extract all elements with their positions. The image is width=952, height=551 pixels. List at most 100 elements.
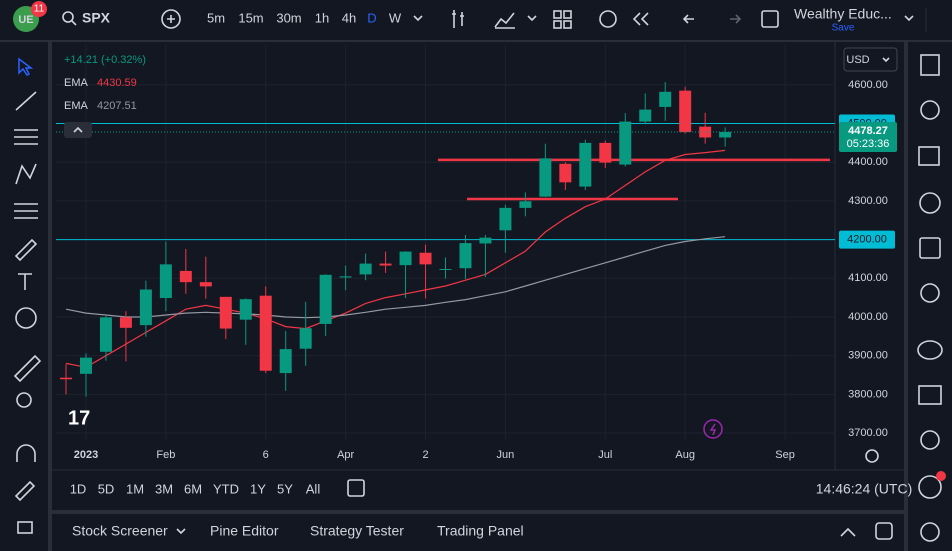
panel-tab[interactable]: Trading Panel [437,523,524,539]
events-marker [709,423,717,436]
price-tag-label: 4200.00 [847,234,887,246]
candle-body [599,142,612,163]
indicators-dropdown[interactable] [527,15,537,22]
search-icon[interactable] [62,11,74,23]
interval[interactable]: 30m [276,10,301,25]
candle-body [679,90,692,133]
candle-body [459,243,472,269]
panel-tab[interactable]: Stock Screener [72,523,168,539]
zoom-tool[interactable] [16,392,32,408]
maximize-panel[interactable] [840,527,856,537]
settings[interactable] [865,449,879,463]
pattern-tool[interactable] [15,163,37,185]
candle-body [699,126,712,138]
x-tick-label: Apr [337,449,354,461]
interval[interactable]: 1h [315,10,329,25]
restore-panel[interactable] [875,522,893,540]
candle-body [419,252,432,265]
date-range[interactable] [347,479,365,497]
interval[interactable]: D [367,10,376,25]
chats[interactable] [917,340,943,360]
y-tick-label: 3700.00 [848,427,888,439]
symbol[interactable]: SPX [82,10,111,26]
add-symbol[interactable] [161,9,181,29]
chart-type[interactable] [452,10,464,28]
hotlists[interactable] [919,192,941,214]
layout[interactable] [761,10,779,28]
range-button[interactable]: 1M [126,481,144,496]
candle-body [199,282,212,287]
measure-tool[interactable] [13,354,42,383]
ema-line [65,149,726,368]
text-tool[interactable] [18,273,32,290]
templates [553,20,562,29]
currency[interactable]: USD [846,54,869,66]
interval[interactable]: 4h [342,10,356,25]
trend-line-tool[interactable] [15,91,37,111]
interval[interactable]: 15m [238,10,263,25]
candle-body [579,142,592,187]
prediction-tool[interactable] [14,203,38,219]
candle-body [639,109,652,122]
layout-dropdown[interactable] [904,15,914,22]
range-button[interactable]: 1Y [250,481,266,496]
templates[interactable] [553,10,562,19]
draw-mode[interactable] [14,480,36,502]
news[interactable] [918,146,940,166]
currency-box[interactable] [843,47,898,72]
range-button[interactable]: All [306,481,321,496]
alerts[interactable] [920,100,940,120]
redo[interactable] [730,14,742,24]
candle-body [359,263,372,275]
layout-name[interactable]: Wealthy Educ... [794,6,892,22]
range-button[interactable]: 6M [184,481,202,496]
streams[interactable] [918,385,942,405]
indicators[interactable] [494,12,515,29]
range-button[interactable]: 5D [98,481,115,496]
brush-tool[interactable] [14,238,38,262]
candle-body [79,357,92,374]
events-marker[interactable] [703,419,723,439]
profile[interactable] [920,522,940,542]
avatar-initials: UE [18,14,33,26]
fib-tool[interactable] [14,129,38,145]
replay[interactable] [632,12,649,26]
watchlist[interactable] [920,54,940,76]
change-label: +14.21 (+0.32%) [64,54,146,66]
range-button[interactable]: 1D [70,481,87,496]
candle-body [319,274,332,324]
collapse-legend[interactable] [64,122,92,138]
alert[interactable] [599,10,617,28]
panel-tab[interactable]: Strategy Tester [310,523,404,539]
x-tick-label: Aug [675,449,695,461]
icon-tool[interactable] [15,307,37,329]
interval[interactable]: W [389,10,402,25]
calendar[interactable] [919,237,941,259]
interval-dropdown[interactable] [413,15,423,22]
candle-body [279,349,292,374]
left-toolbar [0,42,48,551]
lock-tool[interactable] [17,521,33,534]
range-button[interactable]: 3M [155,481,173,496]
undo[interactable] [682,14,694,24]
candle-body [559,163,572,183]
ideas[interactable] [920,283,940,303]
candle-body [539,158,552,197]
range-button[interactable]: YTD [213,481,239,496]
panel-tab[interactable]: Pine Editor [210,523,279,539]
help[interactable] [920,430,940,450]
candle-body [179,270,192,283]
top-bar [0,0,952,40]
save-button[interactable]: Save [832,23,855,34]
badge-count: 11 [34,4,45,15]
bottom-panel [52,514,904,551]
cursor-tool[interactable] [18,57,34,76]
interval[interactable]: 5m [207,10,225,25]
y-tick-label: 3900.00 [848,350,888,362]
range-button[interactable]: 5Y [277,481,293,496]
magnet-tool[interactable] [16,444,36,462]
currency-dropdown [882,57,890,63]
legend-name: EMA [64,100,89,112]
notifications[interactable] [918,475,942,499]
